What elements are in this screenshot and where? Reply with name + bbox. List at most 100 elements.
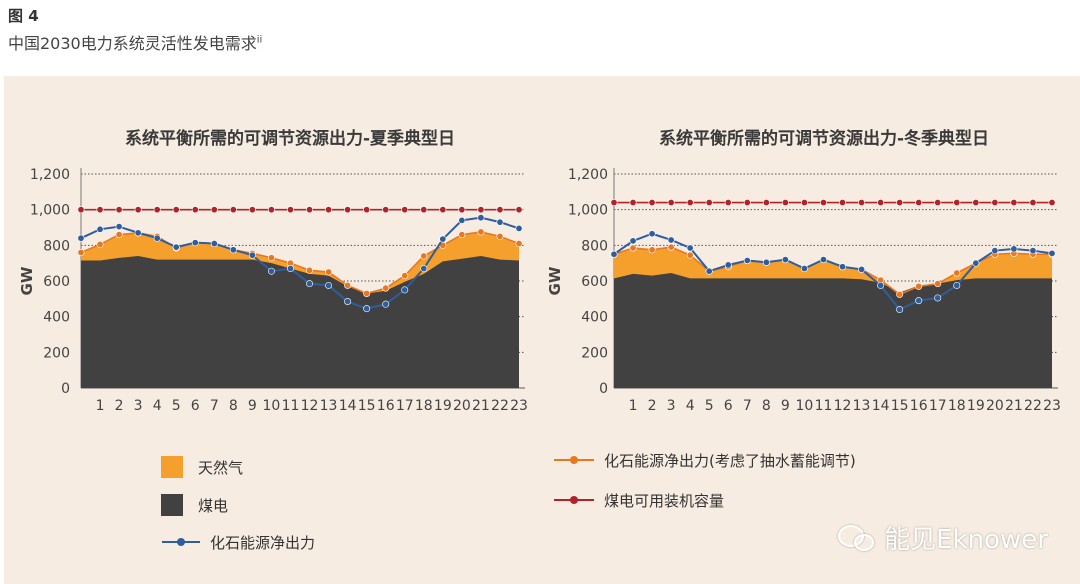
chart1-fossil-net-point <box>496 218 504 226</box>
chart2-xtick-label: 18 <box>948 398 966 414</box>
chart1-fossil-net-pumped-point <box>344 281 352 289</box>
chart1-fossil-net-point <box>401 286 409 294</box>
chart1-xtick-label: 12 <box>301 398 319 414</box>
chart2-xtick-label: 16 <box>910 398 928 414</box>
chart1-xtick-label: 19 <box>434 398 452 414</box>
chart2-coal-capacity-point <box>800 199 808 207</box>
chart1-coal-capacity-point <box>325 206 333 214</box>
chart2-fossil-net-point <box>877 281 885 289</box>
chart1-xtick-label: 18 <box>415 398 433 414</box>
chart2-coal-capacity-point <box>724 199 732 207</box>
chart2-xtick-label: 21 <box>1005 398 1023 414</box>
chart1-xtick-label: 22 <box>491 398 509 414</box>
chart2-fossil-net-point <box>724 261 732 269</box>
chart2-fossil-net-point <box>610 250 618 258</box>
chart2-fossil-net-pumped-point <box>629 244 637 252</box>
chart1-fossil-net-point <box>458 216 466 224</box>
chart1-fossil-net-pumped-point <box>363 289 371 297</box>
chart1-coal-capacity-point <box>248 206 256 214</box>
chart2-fossil-net-pumped-point <box>686 251 694 259</box>
chart1-fossil-net-point <box>115 223 123 231</box>
chart1-coal-capacity-point <box>344 206 352 214</box>
chart2-fossil-net-point <box>858 265 866 273</box>
chart2-fossil-net-point <box>648 230 656 238</box>
chart1-fossil-net-pumped-point <box>77 248 85 256</box>
chart1-xtick-label: 15 <box>358 398 376 414</box>
chart1-fossil-net-point <box>306 280 314 288</box>
chart2-fossil-net-pumped-point <box>896 290 904 298</box>
chart2-coal-capacity-point <box>610 199 618 207</box>
chart1-fossil-net-pumped-point <box>306 266 314 274</box>
chart2-fossil-net-point <box>896 306 904 314</box>
chart2-xtick-label: 15 <box>891 398 909 414</box>
chart1-ytick-label: 1,000 <box>30 203 70 219</box>
chart1-fossil-net-point <box>248 251 256 259</box>
legend-fossil-net-pumped-marker <box>570 456 578 464</box>
chart2-xtick-label: 11 <box>815 398 833 414</box>
chart2-coal-capacity-point <box>1010 199 1018 207</box>
chart2-coal-capacity-point <box>858 199 866 207</box>
chart1-ytick-label: 1,200 <box>30 167 70 183</box>
chart1-coal-capacity-point <box>458 206 466 214</box>
chart1-fossil-net-pumped-point <box>496 232 504 240</box>
chart2-coal-capacity-point <box>1048 199 1056 207</box>
chart1-xtick-label: 17 <box>396 398 414 414</box>
chart1-fossil-net-pumped-point <box>382 284 390 292</box>
chart1-coal-capacity-point <box>77 206 85 214</box>
chart1-coal-capacity-point <box>306 206 314 214</box>
watermark: 能见Eknower <box>838 519 1048 556</box>
chart2-ytick-label: 200 <box>581 345 608 361</box>
chart2-coal-capacity-point <box>1029 199 1037 207</box>
chart2-ylabel: GW <box>546 266 564 295</box>
chart2-xtick-label: 7 <box>743 398 752 414</box>
chart1-coal-capacity-point <box>286 206 294 214</box>
chart2-fossil-net-point <box>1029 247 1037 255</box>
chart2-fossil-net-pumped-point <box>915 282 923 290</box>
chart1-coal-capacity-point <box>382 206 390 214</box>
chart1-fossil-net-point <box>382 300 390 308</box>
chart1-fossil-net-pumped-point <box>477 228 485 236</box>
chart2-xtick-label: 19 <box>967 398 985 414</box>
chart2-xtick-label: 1 <box>629 398 638 414</box>
chart1-coal-capacity-point <box>229 206 237 214</box>
chart2-coal-capacity-point <box>896 199 904 207</box>
chart1-fossil-net-point <box>325 281 333 289</box>
chart2-ytick-label: 600 <box>581 274 608 290</box>
chart1-fossil-net-pumped-point <box>325 268 333 276</box>
chart2-fossil-net-point <box>1048 249 1056 257</box>
chart1-fossil-net-pumped-point <box>420 252 428 260</box>
chart1-fossil-net-point <box>210 240 218 248</box>
chart2-ytick-label: 0 <box>599 381 608 397</box>
chart1-fossil-net-point <box>77 234 85 242</box>
chart2-coal-capacity-point <box>648 199 656 207</box>
chart1-xtick-label: 5 <box>172 398 181 414</box>
chart1-xtick-label: 10 <box>263 398 281 414</box>
chart1-fossil-net-pumped-point <box>267 254 275 262</box>
chart1-fossil-net-point <box>515 224 523 232</box>
chart2-xtick-label: 17 <box>929 398 947 414</box>
legend-gas-swatch <box>161 456 183 478</box>
chart1-coal-capacity-point <box>439 206 447 214</box>
chart1-xtick-label: 1 <box>96 398 105 414</box>
chart1-fossil-net-point <box>134 229 142 237</box>
chart2-coal-capacity-point <box>629 199 637 207</box>
chart2-coal-capacity-point <box>819 199 827 207</box>
figure-label: 图 4 <box>8 7 39 25</box>
chart2-xtick-label: 8 <box>762 398 771 414</box>
legend-coal-swatch <box>161 494 183 516</box>
chart1-fossil-net-point <box>191 239 199 247</box>
chart2-xtick-label: 5 <box>705 398 714 414</box>
chart1-ytick-label: 800 <box>43 238 70 254</box>
chart2-xtick-label: 13 <box>853 398 871 414</box>
chart2-fossil-net-point <box>705 267 713 275</box>
chart2-fossil-net-point <box>934 294 942 302</box>
chart1-xtick-label: 8 <box>229 398 238 414</box>
chart2-fossil-net-pumped-point <box>953 269 961 277</box>
chart1-coal-capacity-point <box>210 206 218 214</box>
chart2-ytick-label: 1,000 <box>568 203 608 219</box>
chart2-ytick-label: 800 <box>581 238 608 254</box>
chart1-ytick-label: 200 <box>43 345 70 361</box>
chart1-xtick-label: 7 <box>210 398 219 414</box>
chart2-fossil-net-point <box>819 256 827 264</box>
chart2-title: 系统平衡所需的可调节资源出力-冬季典型日 <box>659 128 989 149</box>
